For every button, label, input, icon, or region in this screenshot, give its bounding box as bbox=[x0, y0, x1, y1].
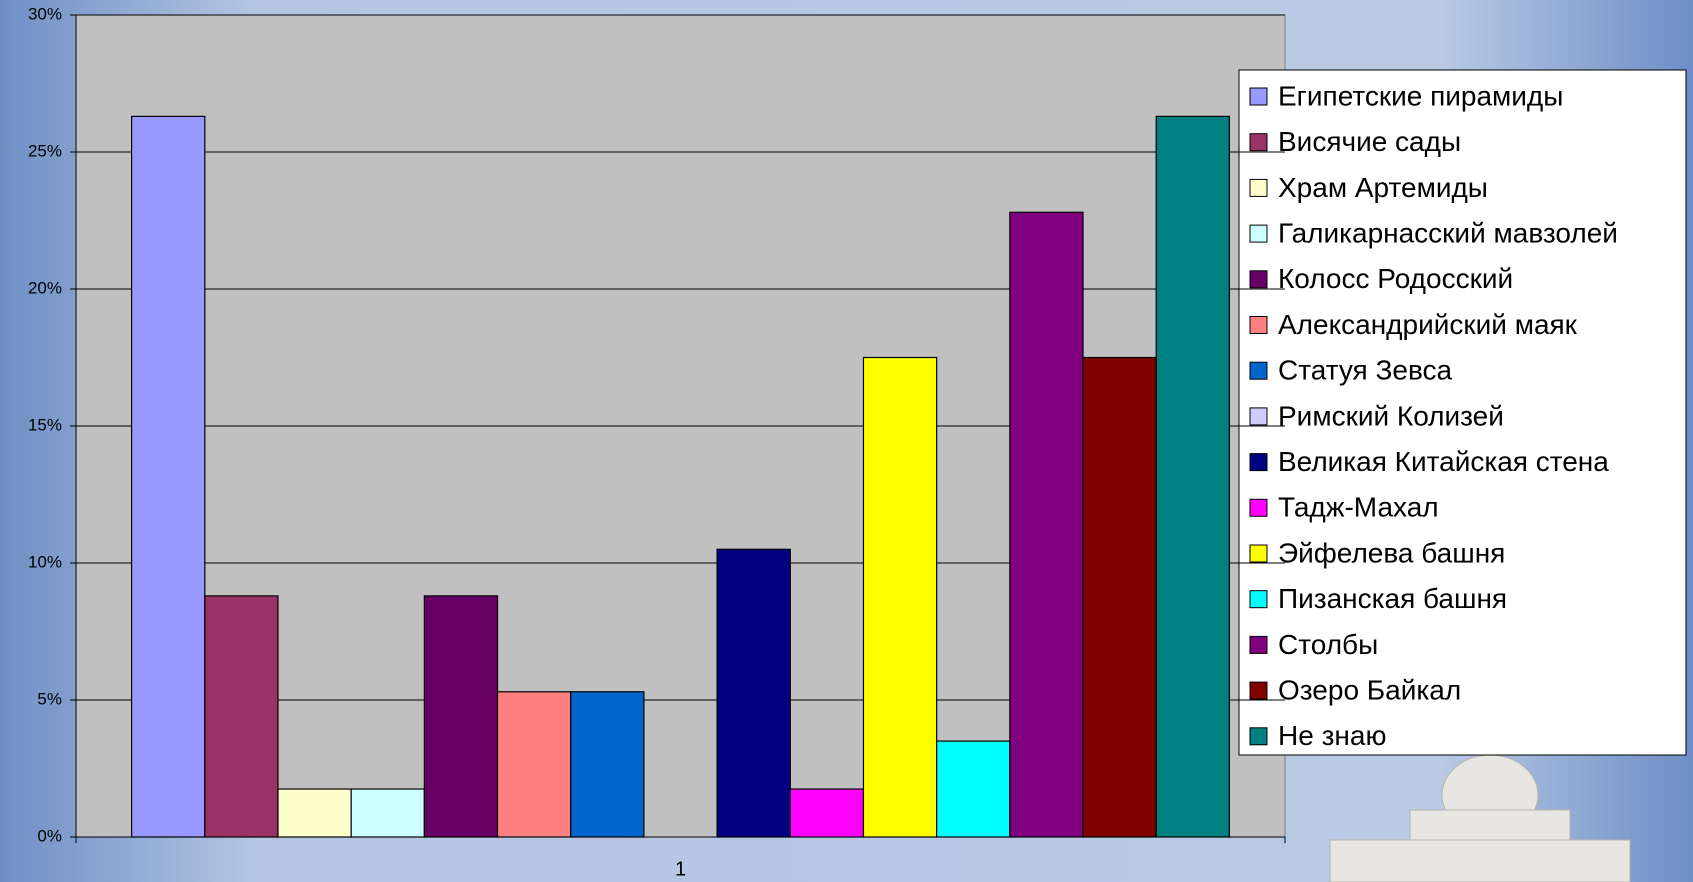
legend-label: Галикарнасский мавзолей bbox=[1278, 217, 1618, 248]
bar bbox=[350, 788, 425, 838]
legend-swatch bbox=[1249, 407, 1268, 426]
legend-label: Статуя Зевса bbox=[1278, 355, 1452, 386]
legend-label: Озеро Байкал bbox=[1278, 674, 1461, 705]
bar bbox=[862, 356, 938, 838]
legend-swatch bbox=[1249, 498, 1268, 517]
legend-label: Не знаю bbox=[1278, 720, 1386, 751]
legend-label: Эйфелева башня bbox=[1278, 537, 1505, 568]
legend-label: Колосс Родосский bbox=[1278, 263, 1513, 294]
y-tick-label: 5% bbox=[37, 689, 62, 708]
legend-label: Египетские пирамиды bbox=[1278, 80, 1563, 111]
y-tick-label: 25% bbox=[28, 141, 62, 160]
legend-label: Столбы bbox=[1278, 629, 1378, 660]
legend-label: Александрийский маяк bbox=[1278, 309, 1578, 340]
bar bbox=[936, 740, 1011, 838]
y-tick-label: 0% bbox=[37, 826, 62, 845]
bar bbox=[1155, 115, 1230, 838]
legend-swatch bbox=[1249, 270, 1268, 289]
legend-swatch bbox=[1249, 224, 1268, 243]
bar bbox=[789, 788, 865, 838]
x-tick-label: 1 bbox=[675, 858, 686, 880]
y-tick-label: 30% bbox=[28, 4, 62, 23]
bar bbox=[277, 788, 352, 838]
legend-swatch bbox=[1249, 727, 1268, 746]
legend-label: Тадж-Махал bbox=[1278, 492, 1439, 523]
y-tick-label: 10% bbox=[28, 552, 62, 571]
bar bbox=[204, 595, 279, 838]
legend-swatch bbox=[1249, 635, 1268, 654]
legend-swatch bbox=[1249, 361, 1268, 380]
legend-label: Великая Китайская стена bbox=[1278, 446, 1609, 477]
bar bbox=[1082, 356, 1157, 838]
legend-swatch bbox=[1249, 590, 1268, 609]
legend-swatch bbox=[1249, 87, 1268, 106]
legend-swatch bbox=[1249, 316, 1268, 334]
legend bbox=[1238, 69, 1687, 756]
legend-label: Пизанская башня bbox=[1278, 583, 1507, 614]
bar bbox=[1009, 211, 1084, 838]
legend-swatch bbox=[1249, 453, 1268, 472]
legend-label: Висячие сады bbox=[1278, 126, 1461, 157]
legend-swatch bbox=[1249, 133, 1268, 152]
bar bbox=[131, 115, 206, 838]
legend-swatch bbox=[1249, 681, 1268, 700]
bar bbox=[570, 691, 645, 838]
bar bbox=[423, 595, 499, 838]
legend-label: Римский Колизей bbox=[1278, 400, 1504, 431]
y-tick-label: 20% bbox=[28, 278, 62, 297]
legend-swatch bbox=[1249, 544, 1268, 563]
legend-swatch bbox=[1249, 178, 1268, 197]
y-tick-label: 15% bbox=[28, 415, 62, 434]
decoration bbox=[1329, 754, 1631, 882]
legend-label: Храм Артемиды bbox=[1278, 172, 1488, 203]
bar bbox=[716, 548, 791, 838]
bar bbox=[496, 691, 572, 838]
